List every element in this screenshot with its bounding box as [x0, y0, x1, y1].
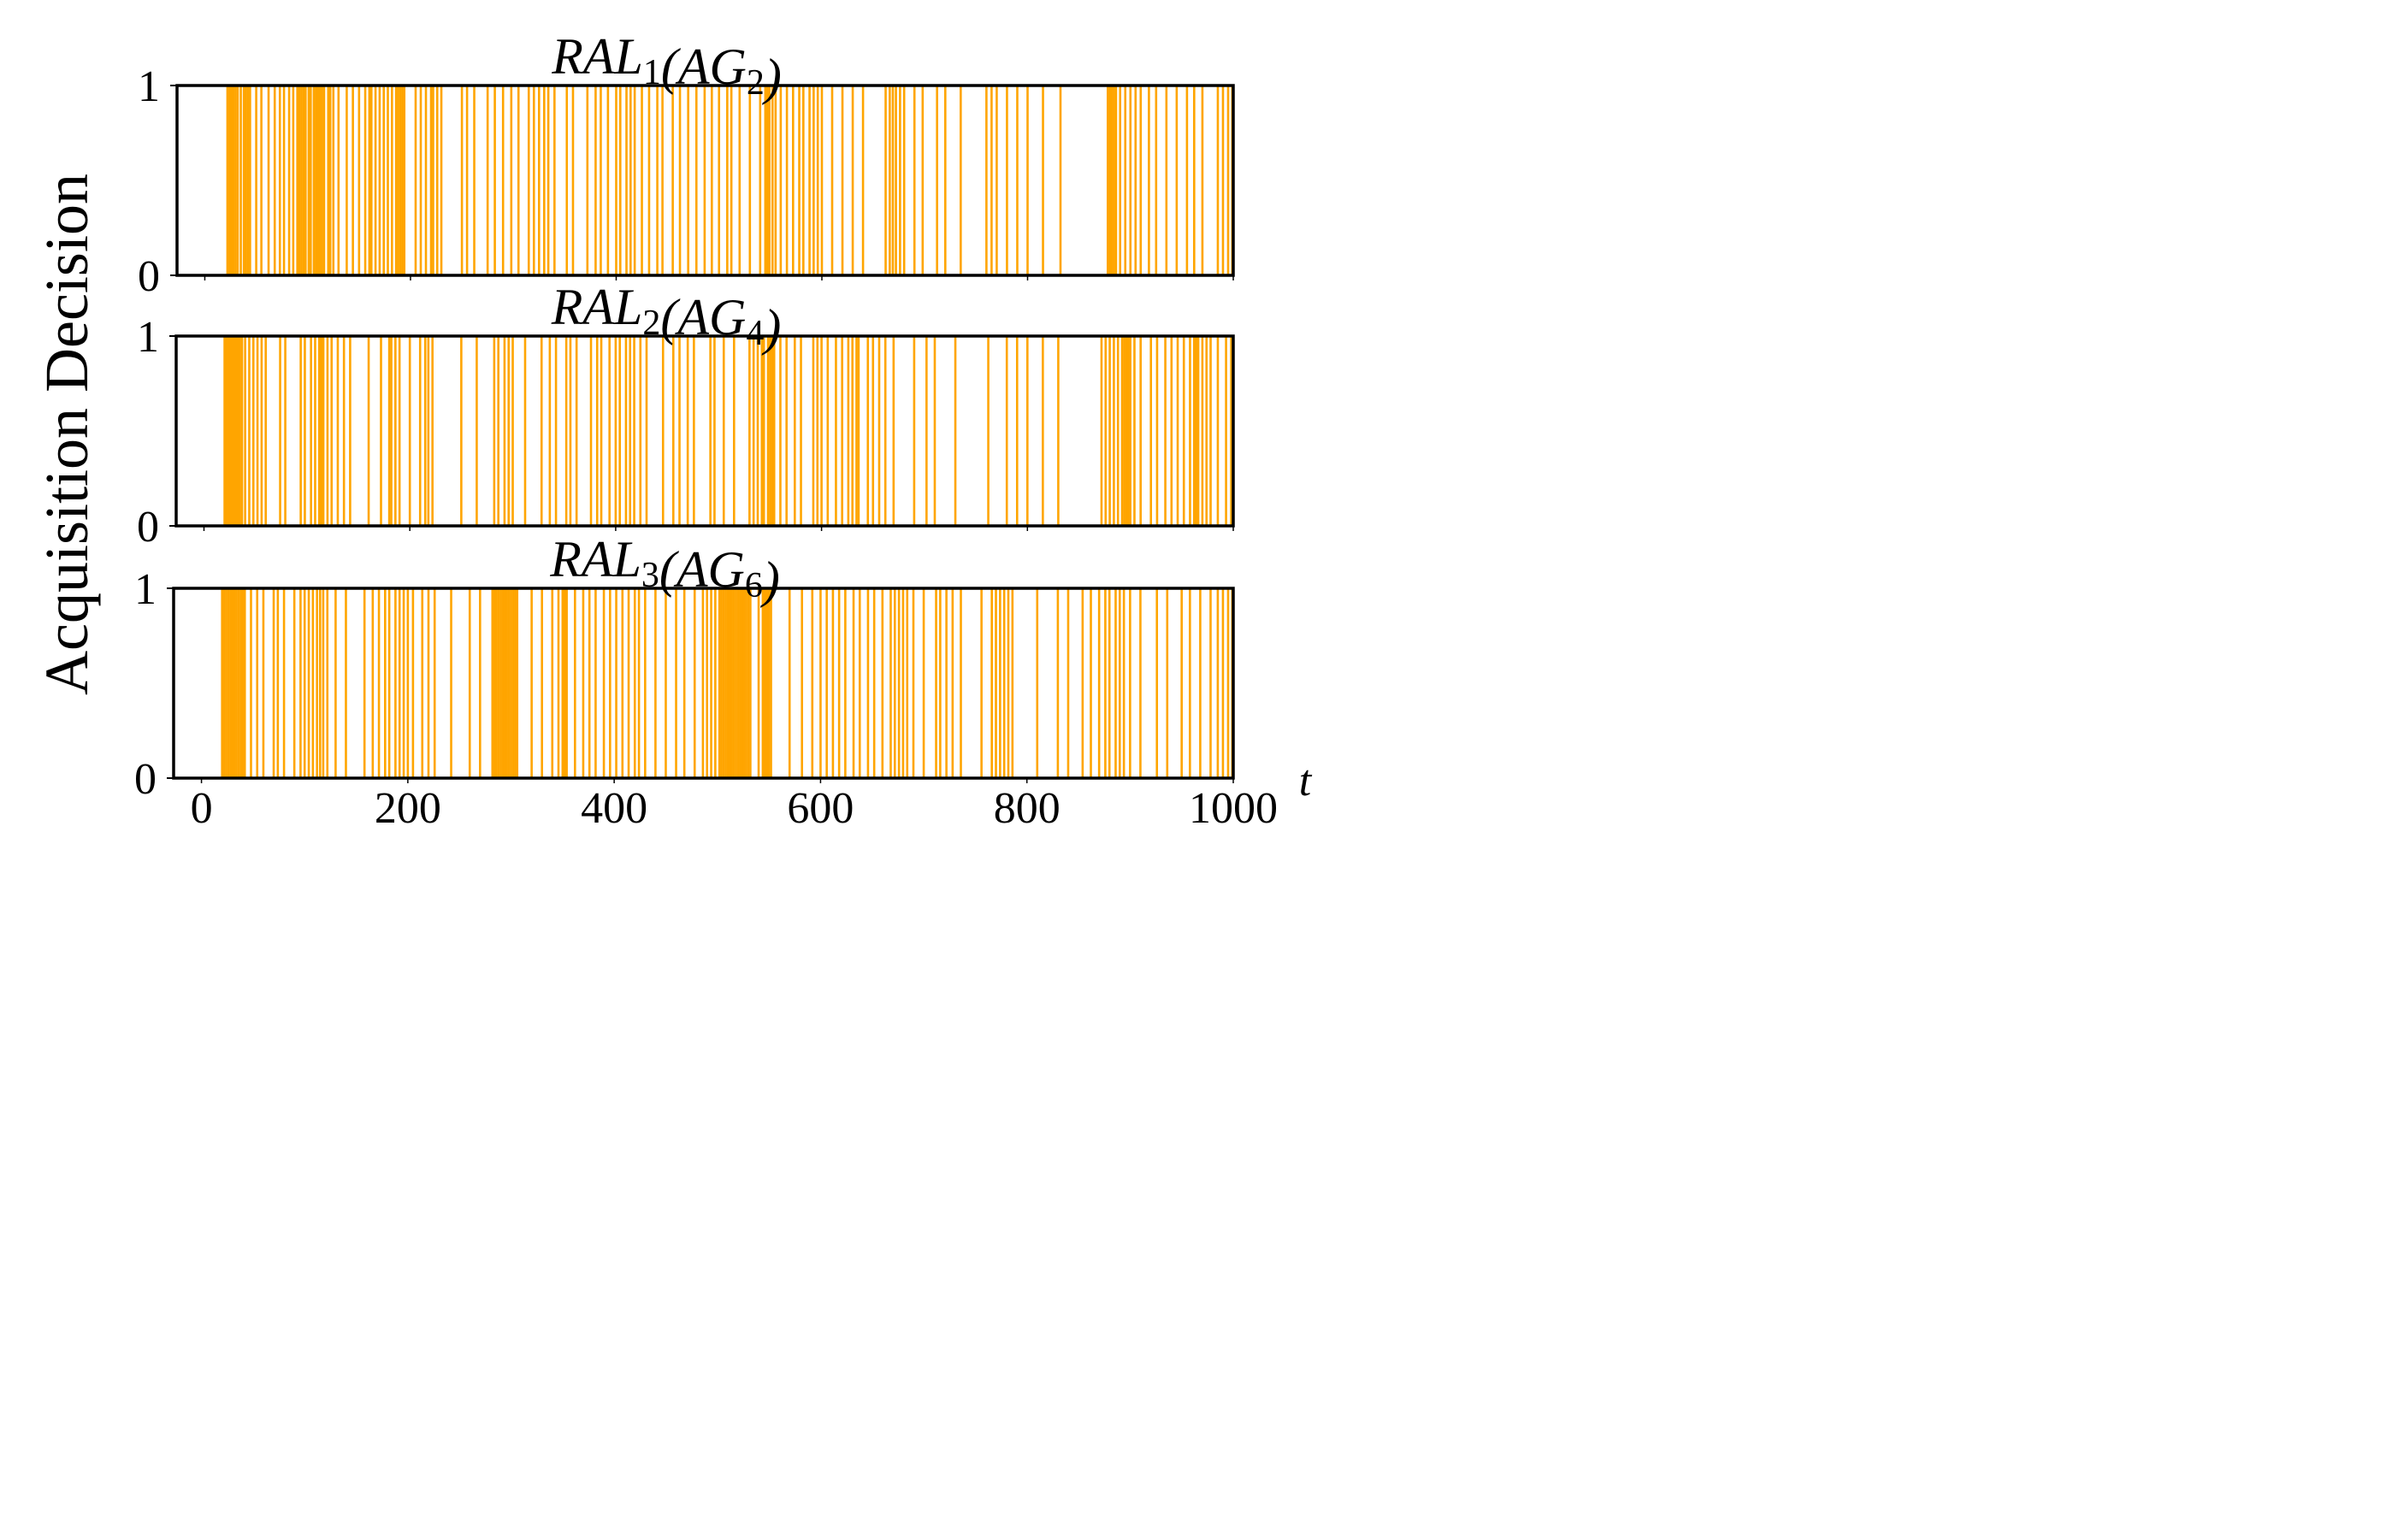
plot-frame: [172, 587, 1235, 780]
x-tick-labels: 0 200 400 600 800 1000: [191, 784, 1278, 833]
subplot-title: RAL1(AG2): [551, 28, 782, 105]
plot-frame: [175, 84, 1235, 277]
y-tick-label: 1: [138, 62, 160, 111]
y-tick-label: 1: [137, 313, 159, 362]
subplot-2: 0 1 RAL2(AG4): [137, 279, 1235, 552]
subplot-title: RAL2(AG4): [551, 279, 782, 356]
x-axis-label: t: [1299, 757, 1313, 805]
y-tick-label: 0: [137, 503, 159, 552]
x-tick-label: 800: [994, 784, 1061, 833]
y-tick-label: 1: [134, 565, 157, 614]
subplot-3: 0 1 RAL3(AG6): [134, 531, 1235, 804]
y-axis-label: Acquisition Decision: [32, 174, 101, 695]
figure: Acquisition Decision t 0 1 RAL1(AG2) 0 1 RAL…: [32, 28, 1313, 833]
x-tick-label: 200: [375, 784, 441, 833]
x-tick-label: 600: [787, 784, 854, 833]
subplot-title: RAL3(AG6): [549, 531, 780, 608]
x-tick-label: 0: [191, 784, 213, 833]
x-tick-label: 400: [581, 784, 647, 833]
x-tick-label: 1000: [1189, 784, 1278, 833]
y-tick-label: 0: [138, 252, 160, 301]
plot-frame: [174, 334, 1235, 528]
subplot-1: 0 1 RAL1(AG2): [138, 28, 1235, 301]
y-tick-label: 0: [134, 755, 157, 804]
